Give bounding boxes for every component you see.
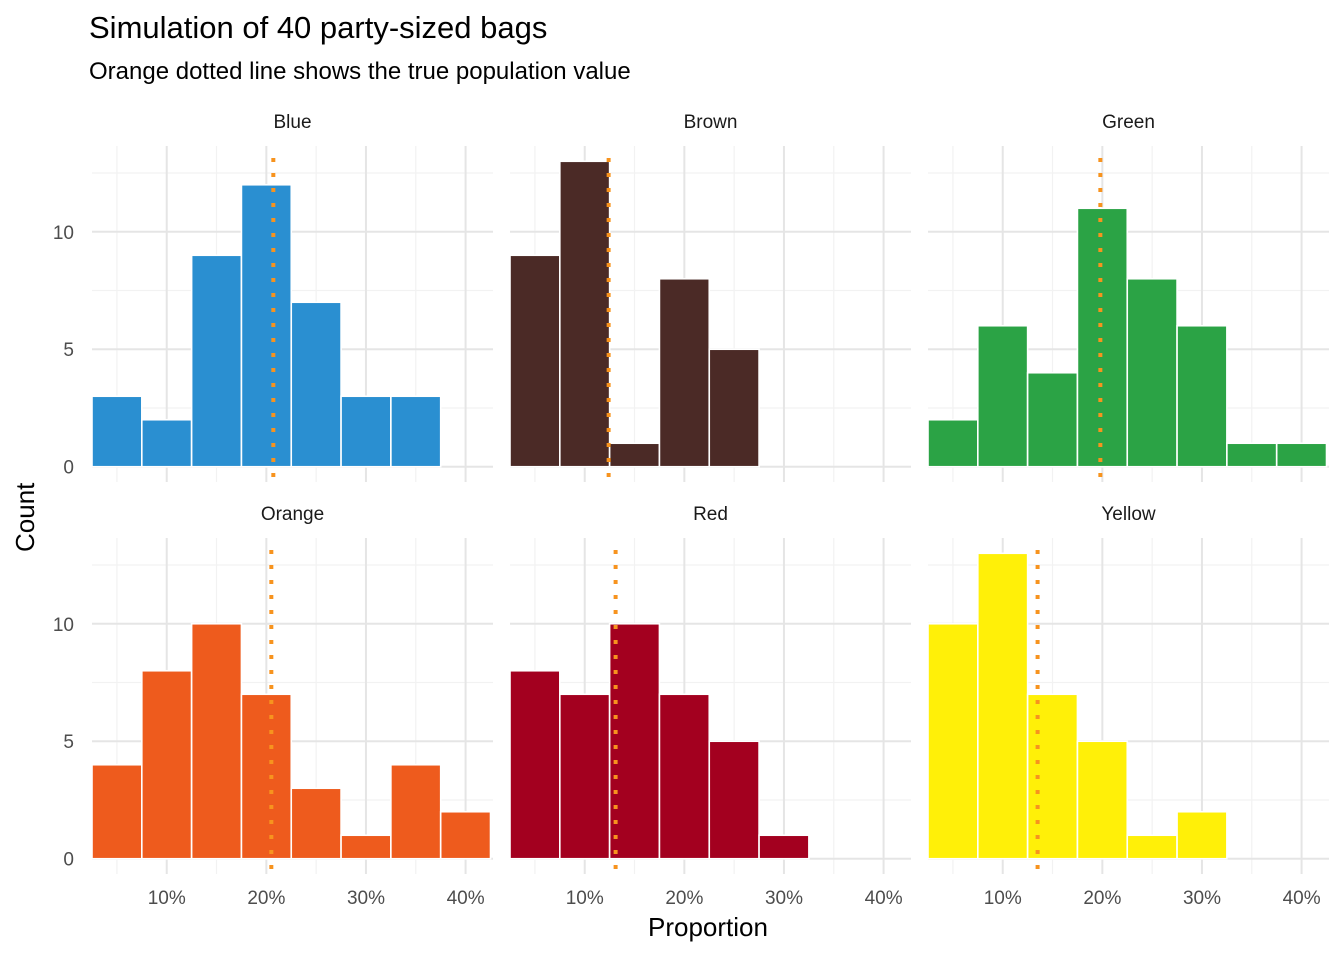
histogram-bar	[1275, 442, 1328, 468]
y-tick-label: 5	[63, 732, 74, 753]
histogram-bar	[509, 254, 561, 468]
facet-panel-brown: Brown	[509, 112, 911, 482]
histogram-bar	[977, 324, 1029, 468]
histogram-bar	[559, 693, 611, 860]
histogram-bar	[91, 395, 143, 468]
x-tick-label: 40%	[1283, 888, 1321, 909]
y-axis-label: Count	[10, 482, 40, 552]
histogram-bar	[608, 622, 661, 860]
histogram-bar	[141, 669, 193, 860]
x-tick-label: 20%	[247, 888, 285, 909]
histogram-bar	[1026, 693, 1079, 860]
histogram-bar	[240, 693, 293, 860]
facet-panel-yellow: Yellow 10% 20% 30% 40%	[927, 504, 1329, 909]
histogram-bar	[141, 418, 193, 468]
x-tick-label: 10%	[148, 888, 186, 909]
histogram-bar	[390, 395, 442, 468]
histogram-bar	[340, 395, 392, 468]
y-tick-label: 0	[63, 850, 74, 871]
histogram-bar	[708, 348, 760, 468]
y-tick-label: 10	[53, 615, 74, 636]
histogram-bar	[439, 810, 492, 860]
histogram-bar	[290, 787, 342, 860]
facet-panel-orange: Orange 0 5 10 10% 20% 30% 40%	[53, 504, 493, 909]
histogram-bar	[1176, 324, 1228, 468]
x-axis-label: Proportion	[648, 912, 768, 942]
histogram-bar	[1076, 740, 1129, 860]
facet-panel-green: Green	[927, 112, 1329, 482]
histogram-bar	[927, 622, 979, 860]
histogram-bar	[658, 277, 711, 468]
y-tick-label: 10	[53, 223, 74, 244]
histogram-bar	[559, 160, 611, 468]
histogram-bar	[1126, 834, 1178, 860]
chart-title: Simulation of 40 party-sized bags	[89, 10, 548, 45]
facet-label: Orange	[261, 504, 324, 525]
x-tick-label: 10%	[566, 888, 604, 909]
facet-label: Red	[693, 504, 728, 525]
histogram-bar	[390, 763, 442, 860]
x-tick-label: 20%	[1083, 888, 1121, 909]
histogram-bar	[1076, 207, 1129, 468]
histogram-bar	[1126, 277, 1178, 468]
histogram-bar	[1226, 442, 1278, 468]
histogram-bar	[758, 834, 810, 860]
histogram-bar	[190, 622, 243, 860]
y-tick-label: 5	[63, 340, 74, 361]
x-tick-label: 30%	[765, 888, 803, 909]
x-tick-label: 40%	[865, 888, 903, 909]
x-tick-label: 20%	[665, 888, 703, 909]
histogram-bar	[1176, 810, 1228, 860]
histogram-bar	[290, 301, 342, 468]
histogram-bar	[608, 442, 661, 468]
histogram-bar	[340, 834, 392, 860]
histogram-bar	[927, 418, 979, 468]
facet-label: Green	[1102, 112, 1155, 133]
x-tick-label: 30%	[1183, 888, 1221, 909]
histogram-bar	[509, 669, 561, 860]
x-tick-label: 40%	[447, 888, 485, 909]
x-tick-label: 10%	[984, 888, 1022, 909]
histogram-bar	[977, 552, 1029, 860]
facet-label: Yellow	[1101, 504, 1156, 525]
y-tick-label: 0	[63, 458, 74, 479]
histogram-bar	[240, 183, 293, 468]
histogram-bar	[1026, 371, 1079, 468]
histogram-bar	[658, 693, 711, 860]
x-tick-label: 30%	[347, 888, 385, 909]
chart-subtitle: Orange dotted line shows the true popula…	[89, 58, 631, 85]
facet-panel-blue: Blue 0 5 10	[53, 112, 493, 482]
histogram-bar	[91, 763, 143, 860]
facet-label: Blue	[273, 112, 311, 133]
facet-label: Brown	[684, 112, 738, 133]
histogram-bar	[190, 254, 243, 468]
histogram-bar	[708, 740, 760, 860]
facet-panel-red: Red 10% 20% 30% 40%	[509, 504, 911, 909]
